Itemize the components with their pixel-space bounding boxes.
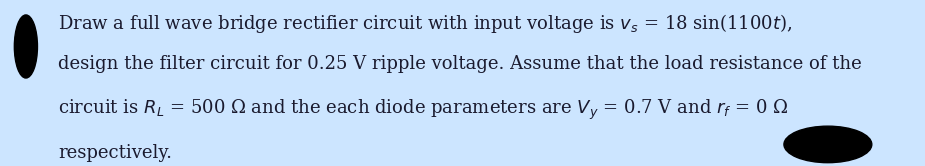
Text: Draw a full wave bridge rectifier circuit with input voltage is $v_s$ = 18 sin(1: Draw a full wave bridge rectifier circui… [58, 12, 793, 35]
Text: respectively.: respectively. [58, 144, 172, 162]
Ellipse shape [15, 15, 38, 78]
Text: design the filter circuit for 0.25 V ripple voltage. Assume that the load resist: design the filter circuit for 0.25 V rip… [58, 55, 862, 73]
Text: circuit is $R_L$ = 500 Ω and the each diode parameters are $V_y$ = 0.7 V and $r_: circuit is $R_L$ = 500 Ω and the each di… [58, 98, 788, 122]
Ellipse shape [784, 126, 871, 163]
